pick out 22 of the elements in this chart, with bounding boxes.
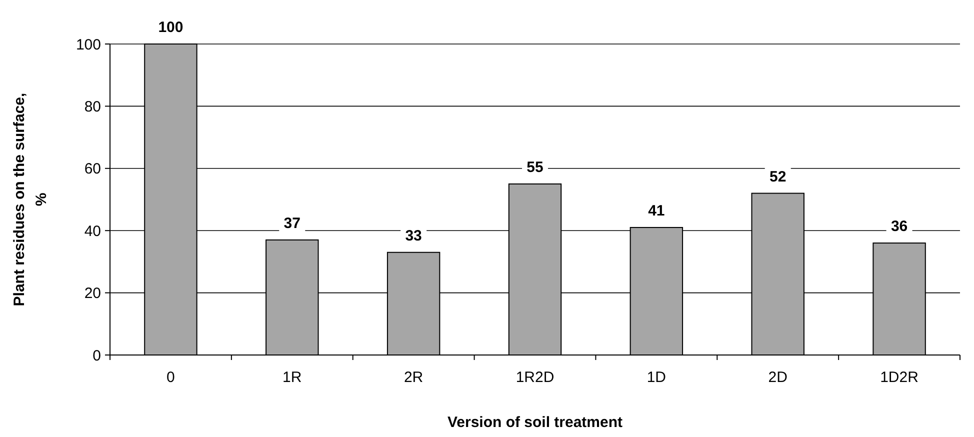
y-tick-label: 20 bbox=[84, 285, 101, 302]
y-tick-label: 0 bbox=[92, 347, 101, 364]
y-tick-label: 40 bbox=[84, 222, 101, 240]
y-tick-label: 80 bbox=[84, 98, 101, 116]
y-tick-label: 100 bbox=[76, 36, 101, 54]
x-tick-label: 1D bbox=[646, 369, 666, 386]
x-tick-label: 0 bbox=[166, 369, 175, 386]
data-label: 37 bbox=[284, 214, 300, 232]
data-label: 36 bbox=[890, 218, 908, 236]
x-axis-title: Version of soil treatment bbox=[447, 414, 623, 431]
y-tick-label: 60 bbox=[84, 160, 101, 178]
data-label: 33 bbox=[405, 227, 422, 244]
data-label: 41 bbox=[648, 202, 665, 220]
y-axis-title: Plant residues on the surface, % bbox=[11, 92, 50, 306]
x-tick-label: 2R bbox=[404, 369, 424, 386]
x-tick-label: 1R bbox=[282, 369, 302, 386]
data-label: 55 bbox=[526, 158, 544, 176]
x-tick-label: 1R2D bbox=[516, 369, 554, 386]
x-tick-label: 1D2R bbox=[880, 369, 919, 386]
data-label: 52 bbox=[770, 168, 786, 186]
x-tick-label: 2D bbox=[768, 369, 788, 386]
data-label: 100 bbox=[158, 19, 184, 36]
